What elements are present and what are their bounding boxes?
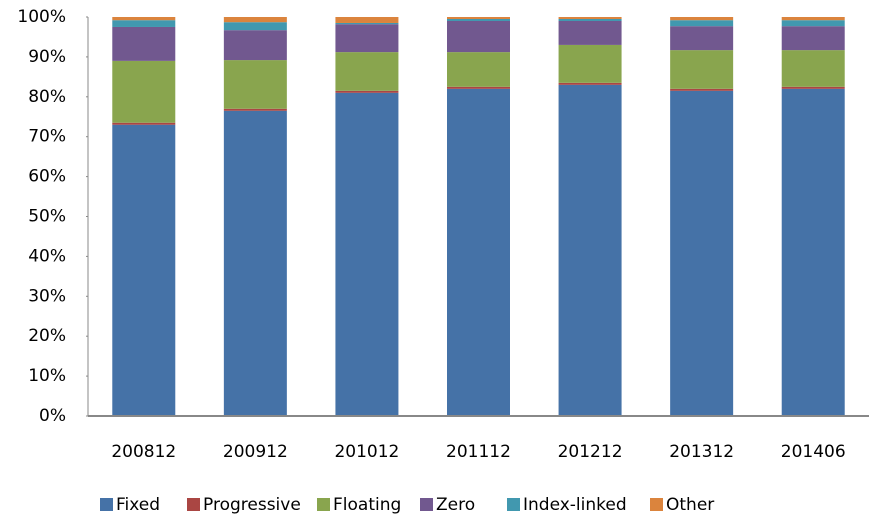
y-tick-label: 10% — [28, 366, 66, 386]
legend-label: Floating — [333, 495, 401, 515]
bar-segment — [223, 110, 287, 416]
bar-segment — [223, 108, 287, 111]
y-tick-label: 0% — [39, 406, 66, 426]
y-tick-label: 30% — [28, 286, 66, 306]
y-tick-label: 40% — [28, 246, 66, 266]
legend-swatch — [650, 498, 663, 511]
bar-segment — [223, 30, 287, 61]
x-tick-label: 201212 — [558, 442, 623, 462]
bar-segment — [335, 17, 399, 23]
bar-segment — [558, 17, 622, 19]
bar-segment — [558, 44, 622, 83]
bar-segment — [335, 22, 399, 25]
bar-segment — [447, 17, 510, 19]
y-tick-label: 50% — [28, 207, 66, 227]
x-tick-label: 201406 — [781, 442, 846, 462]
bar-segment — [558, 84, 622, 416]
x-tick-label: 200812 — [111, 442, 176, 462]
bar-segment — [781, 88, 845, 416]
x-tick-label: 201112 — [446, 442, 511, 462]
legend-swatch — [187, 498, 200, 511]
x-tick-label: 201012 — [334, 442, 399, 462]
legend-swatch — [317, 498, 330, 511]
bar-segment — [781, 86, 845, 89]
bar-segment — [670, 17, 734, 21]
legend-label: Other — [666, 495, 714, 515]
bar-segment — [112, 122, 176, 125]
x-tick-label: 200912 — [223, 442, 288, 462]
bar-segment — [112, 60, 176, 123]
bar-segment — [781, 50, 845, 87]
legend-swatch — [420, 498, 433, 511]
y-tick-label: 90% — [28, 47, 66, 67]
bar-segment — [670, 50, 734, 89]
bar-segment — [335, 24, 399, 53]
bar-segment — [781, 20, 845, 27]
bar-segment — [447, 86, 510, 89]
bar-segment — [558, 20, 622, 45]
bar-segment — [223, 17, 287, 23]
bar-segment — [223, 22, 287, 31]
bar-segment — [558, 18, 622, 21]
bar-segment — [223, 60, 287, 109]
y-tick-label: 100% — [17, 7, 66, 27]
y-tick-label: 60% — [28, 167, 66, 187]
bar-segment — [447, 20, 510, 53]
bar-segment — [670, 90, 734, 416]
bar-segment — [447, 88, 510, 416]
legend-label: Progressive — [203, 495, 301, 515]
legend-label: Fixed — [116, 495, 160, 515]
x-tick-label: 201312 — [669, 442, 734, 462]
bar-segment — [781, 26, 845, 51]
bar-segment — [781, 17, 845, 21]
legend-label: Index-linked — [523, 495, 627, 515]
bar-segment — [112, 20, 176, 27]
y-tick-label: 80% — [28, 87, 66, 107]
legend-swatch — [100, 498, 113, 511]
bar-segment — [112, 17, 176, 21]
bar-segment — [335, 90, 399, 93]
bar-segment — [670, 20, 734, 27]
bar-segment — [558, 82, 622, 85]
bar-segment — [335, 92, 399, 416]
bar-segment — [112, 124, 176, 416]
bar-segment — [335, 52, 399, 91]
bar-segment — [670, 88, 734, 91]
bar-segment — [447, 18, 510, 21]
legend-swatch — [507, 498, 520, 511]
bar-segment — [447, 52, 510, 87]
bar-segment — [112, 26, 176, 61]
legend-label: Zero — [436, 495, 475, 515]
bar-segment — [670, 26, 734, 51]
y-tick-label: 70% — [28, 127, 66, 147]
y-tick-label: 20% — [28, 326, 66, 346]
